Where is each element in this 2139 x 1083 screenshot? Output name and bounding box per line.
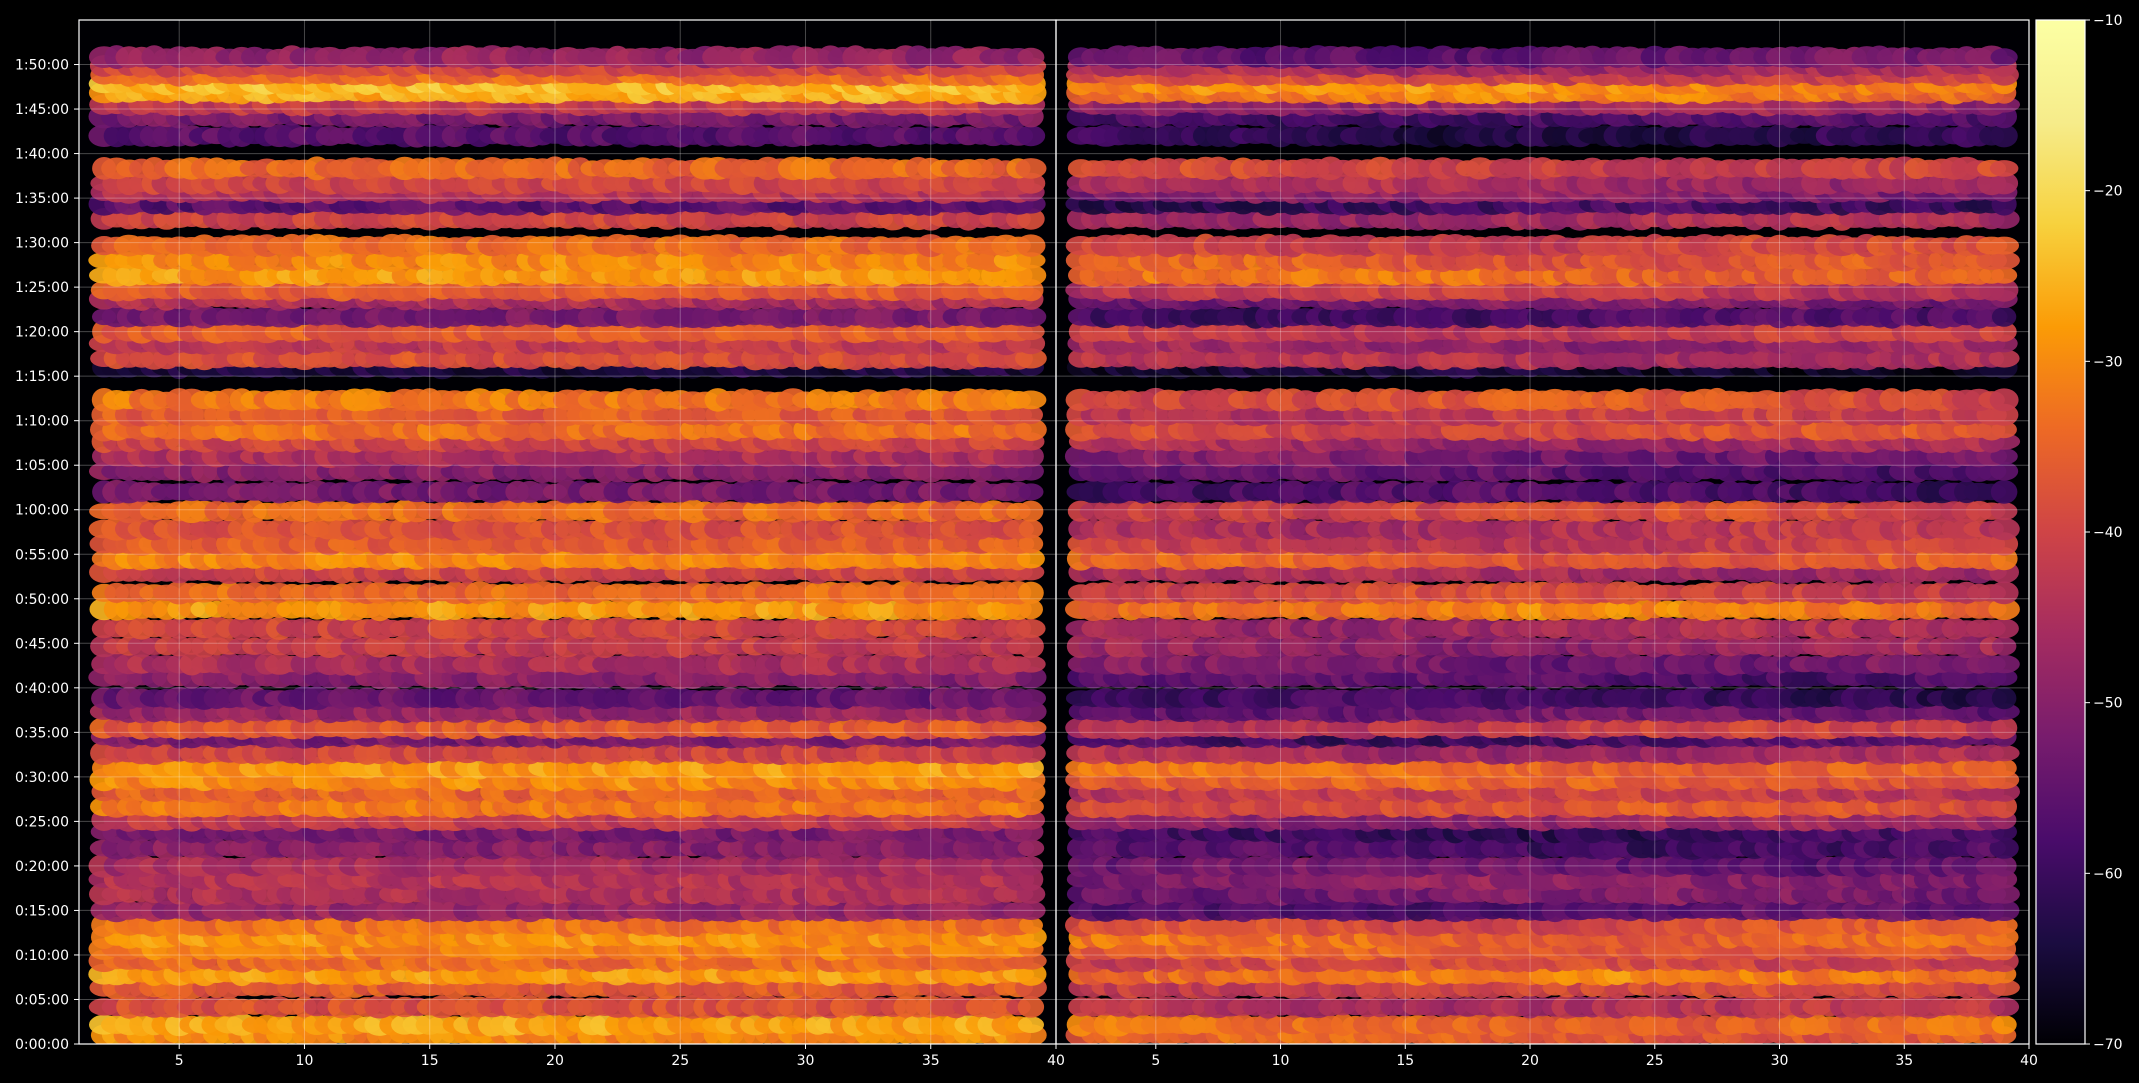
heatmap-panel-1 [88, 45, 1047, 1044]
heat-cell [1015, 689, 1046, 708]
heat-cell [1015, 158, 1047, 179]
heatmap-cells [79, 20, 2029, 1044]
heat-cell [1017, 839, 1045, 857]
heat-cell [1015, 390, 1047, 410]
heat-cell [1018, 581, 1044, 604]
heat-cell [1017, 996, 1045, 1018]
heat-cell [1018, 483, 1044, 501]
heat-cell [1017, 47, 1045, 67]
heat-cell [1016, 655, 1046, 673]
heat-cell [1016, 234, 1046, 257]
heat-cell [1016, 619, 1046, 638]
heat-cell [1018, 519, 1044, 539]
heat-cell [1015, 719, 1047, 736]
heatmap-panel-2 [1064, 45, 2021, 1044]
heat-cell [1017, 1016, 1044, 1033]
heat-cell [1018, 500, 1044, 522]
heat-cell [1016, 125, 1046, 147]
